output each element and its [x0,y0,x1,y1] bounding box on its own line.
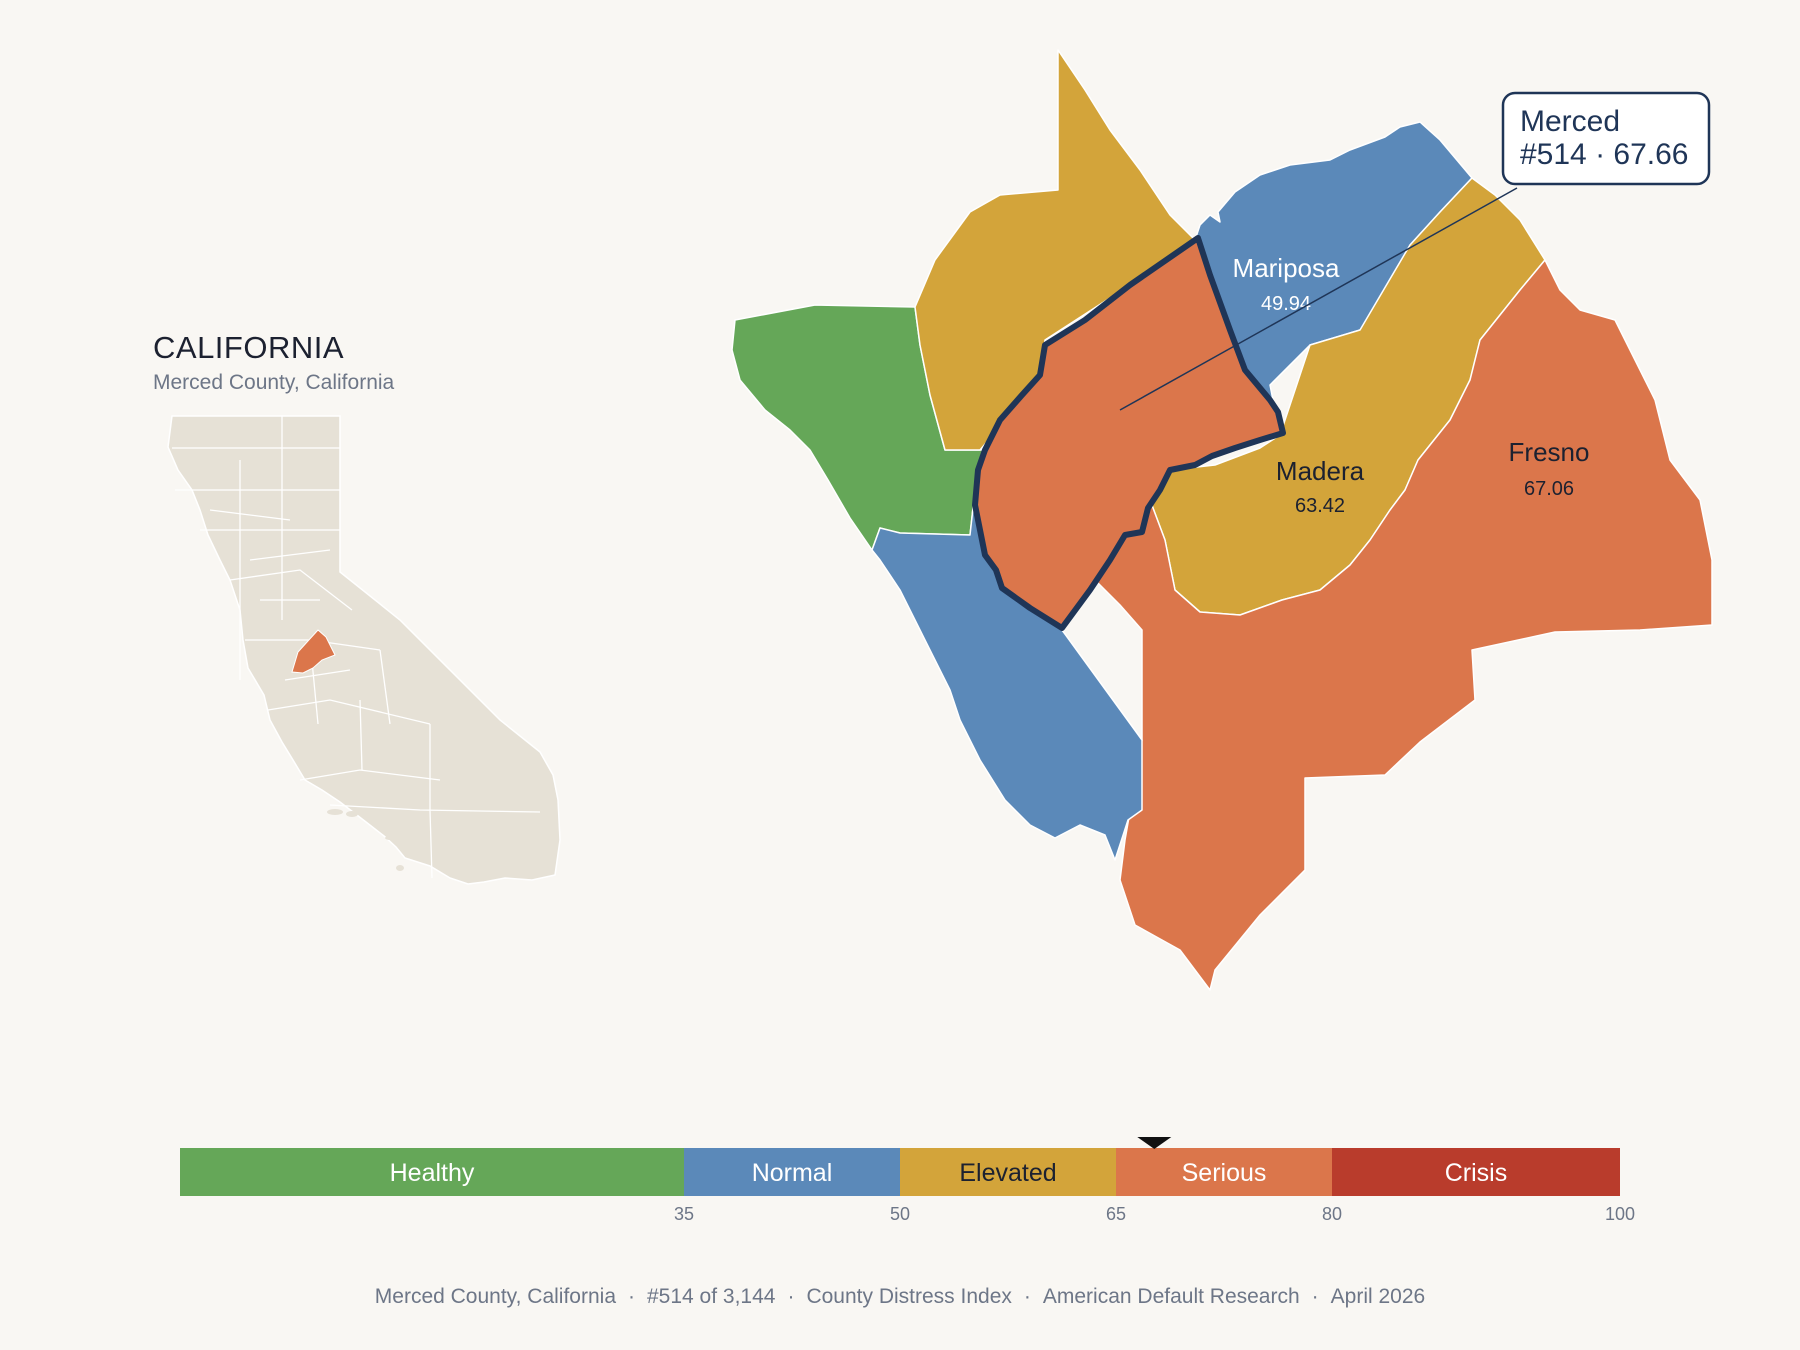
california-state-shape [167,415,561,885]
county-san-benito[interactable] [871,489,1143,861]
legend-segment-healthy [180,1148,684,1196]
label-fresno-name: Fresno [1509,437,1590,467]
distress-legend: Healthy Normal Elevated Serious Crisis 35 50 65… [180,1137,1635,1224]
legend-tick-80: 80 [1322,1204,1342,1224]
footer-county: Merced County, California [374,1285,616,1308]
county-merced[interactable] [972,235,1286,631]
merced-callout: Merced #514 · 67.66 [1119,91,1711,411]
label-madera-name: Madera [1276,456,1365,486]
footer-index-name: County Distress Index [806,1285,1012,1308]
inset-state-title: CALIFORNIA [153,330,345,365]
inset-subtitle: Merced County, California [153,371,395,394]
legend-segment-crisis [1332,1148,1620,1196]
legend-label-serious: Serious [1182,1159,1267,1187]
legend-label-normal: Normal [752,1159,833,1187]
legend-segment-elevated [900,1148,1116,1196]
legend-label-healthy: Healthy [390,1159,475,1187]
legend-tick-65: 65 [1106,1204,1126,1224]
footer-date: April 2026 [1330,1285,1426,1308]
callout-box [1501,91,1711,186]
legend-segment-normal [684,1148,900,1196]
footer-rank: #514 of 3,144 [647,1285,776,1308]
legend-label-elevated: Elevated [959,1159,1056,1187]
callout-leader-line [1119,187,1518,411]
california-inset-map [167,415,561,885]
label-fresno-score: 67.06 [1524,478,1574,500]
callout-county-name: Merced [1520,105,1620,138]
regional-county-map [731,49,1713,991]
footer-caption: Merced County, California · #514 of 3,144 ·… [374,1285,1426,1308]
label-madera-score: 63.42 [1295,495,1345,517]
legend-segment-serious [1116,1148,1332,1196]
callout-rank-score: #514 · 67.66 [1520,138,1688,171]
legend-value-marker [1137,1137,1172,1149]
legend-tick-50: 50 [890,1204,910,1224]
label-mariposa-score: 49.94 [1261,293,1311,315]
legend-tick-100: 100 [1605,1204,1635,1224]
legend-label-crisis: Crisis [1445,1159,1508,1187]
footer-source: American Default Research [1042,1285,1300,1308]
legend-tick-35: 35 [674,1204,694,1224]
inset-islands [327,809,404,871]
county-tuolumne[interactable] [914,49,1196,451]
inset-merced-highlight [291,629,336,674]
label-mariposa-name: Mariposa [1233,253,1340,283]
